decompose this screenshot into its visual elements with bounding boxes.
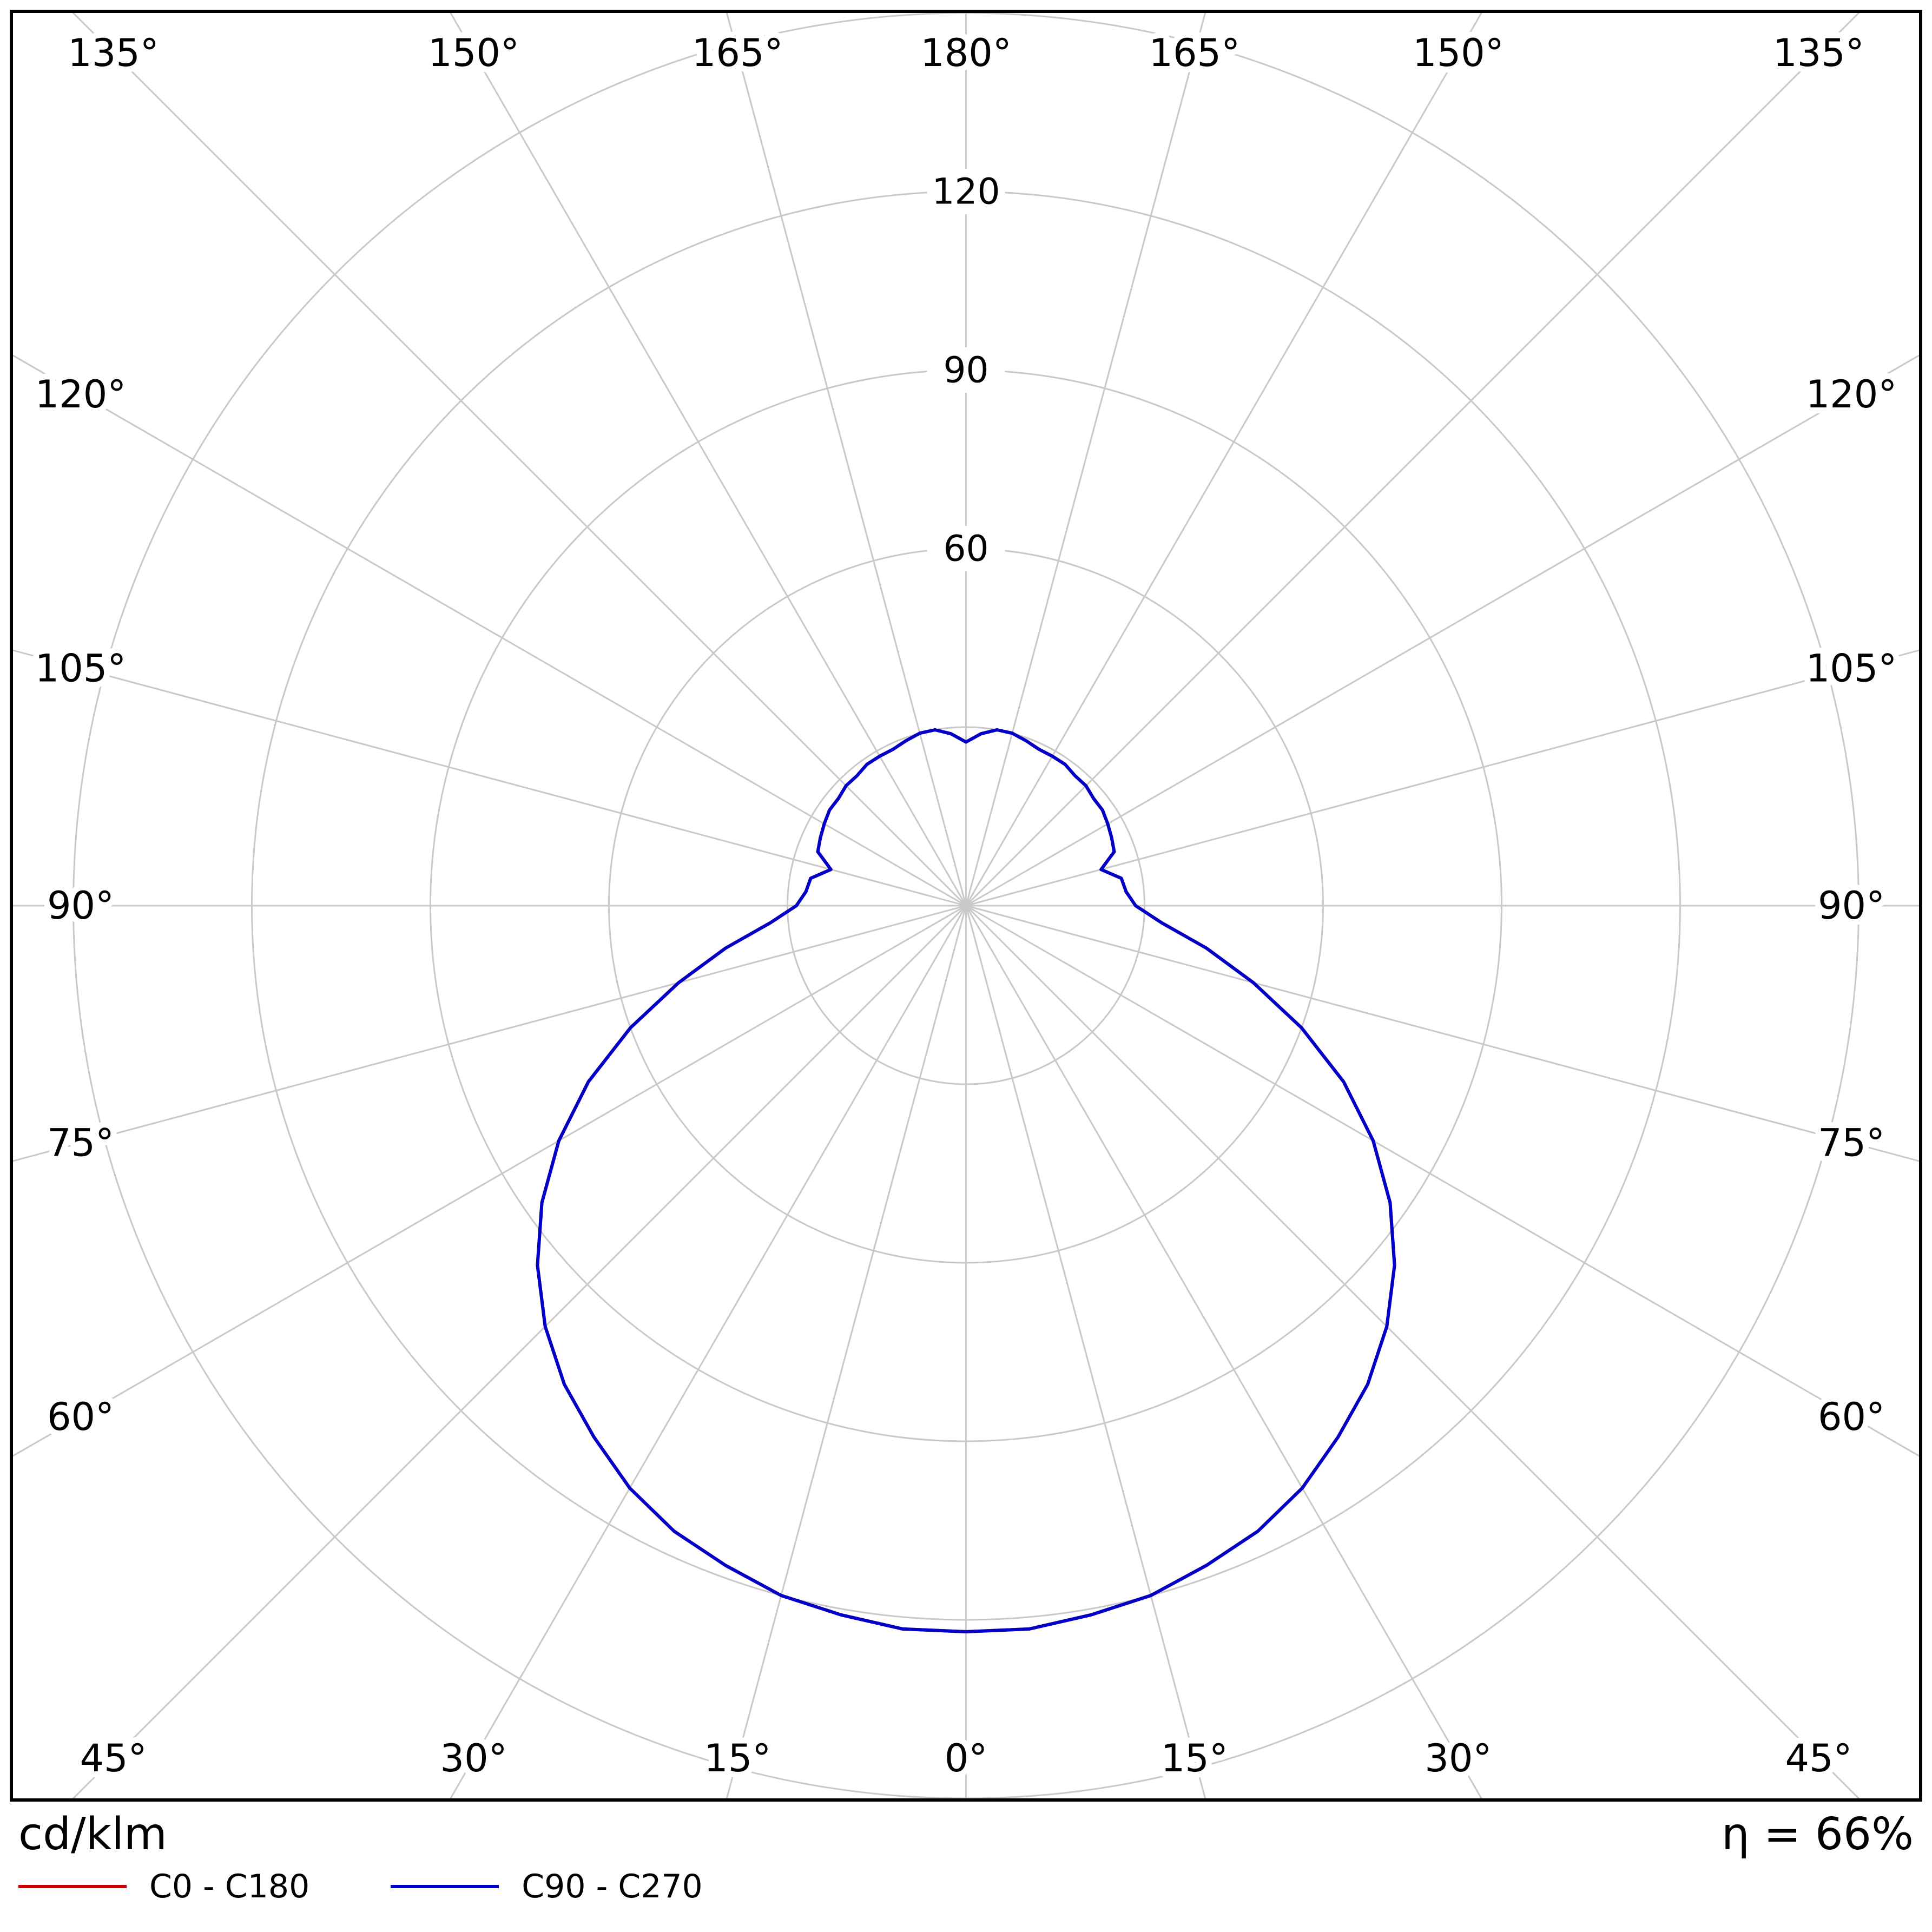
- angle-label: 90°: [47, 883, 114, 928]
- grid-radial-line: [72, 905, 967, 1798]
- grid-radial-line: [13, 649, 966, 907]
- grid-radial-line: [965, 905, 1482, 1798]
- grid-radial-line: [966, 905, 1919, 1162]
- angle-label: 90°: [1818, 883, 1885, 928]
- efficiency-label: η = 66%: [1721, 1809, 1914, 1860]
- legend-line-red: [18, 1885, 127, 1889]
- angle-label: 45°: [80, 1736, 147, 1781]
- chart-frame: 60 90 120 0° 15° 15° 30° 30° 45° 45° 60° 60° 75° 75° 9…: [10, 10, 1922, 1802]
- units-label: cd/klm: [18, 1809, 167, 1860]
- angle-label: 105°: [35, 647, 127, 691]
- grid-radial-line: [13, 354, 967, 907]
- grid-radial-line: [965, 13, 1482, 906]
- angle-label: 150°: [428, 31, 519, 75]
- angle-label: 45°: [1785, 1736, 1852, 1781]
- angle-label: 75°: [1818, 1121, 1885, 1165]
- angle-label: 15°: [1161, 1736, 1228, 1781]
- legend-line-blue: [391, 1885, 499, 1889]
- grid-radial-line: [965, 354, 1919, 907]
- angle-label: 0°: [945, 1736, 988, 1781]
- angle-label: 60°: [47, 1395, 114, 1439]
- grid-radial-line: [726, 13, 967, 906]
- angle-label: 15°: [704, 1736, 771, 1781]
- chart-footer: cd/klm η = 66% C0 - C180 C90 - C270: [18, 1810, 1914, 1905]
- ring-label-mask: [927, 347, 1005, 393]
- grid-radial-line: [72, 13, 967, 907]
- angle-label: 150°: [1413, 31, 1504, 75]
- ring-label: 90: [944, 350, 989, 391]
- grid-radial-line: [965, 13, 1206, 906]
- angle-label: 105°: [1806, 647, 1897, 691]
- angle-label: 165°: [692, 31, 783, 75]
- footer-labels: cd/klm η = 66%: [18, 1810, 1914, 1859]
- ring-label-mask: [927, 169, 1005, 214]
- angle-label: 75°: [47, 1121, 114, 1165]
- grid-radial-line: [965, 905, 1919, 1457]
- polar-chart: 60 90 120 0° 15° 15° 30° 30° 45° 45° 60° 60° 75° 75° 9…: [13, 13, 1919, 1798]
- angle-label: 135°: [68, 31, 159, 75]
- grid-radial-line: [726, 905, 967, 1798]
- ring-label: 60: [944, 528, 989, 570]
- grid-radial-line: [965, 905, 1206, 1798]
- angle-label: 30°: [1425, 1736, 1492, 1781]
- ring-label-mask: [927, 526, 1005, 571]
- angle-label: 60°: [1818, 1395, 1885, 1439]
- grid-radial-line: [450, 13, 967, 906]
- grid-radial-line: [13, 905, 966, 1162]
- angle-label: 135°: [1773, 31, 1864, 75]
- grid-radial-line: [965, 905, 1860, 1798]
- grid-radial-line: [13, 905, 967, 1457]
- angle-label: 180°: [920, 31, 1012, 75]
- angle-label: 30°: [440, 1736, 507, 1781]
- grid-radial-line: [450, 905, 967, 1798]
- angle-label: 120°: [35, 372, 127, 417]
- angle-label: 120°: [1806, 372, 1897, 417]
- ring-label: 120: [932, 171, 1000, 213]
- grid-radial-line: [965, 13, 1860, 907]
- legend-item-c0-c180: C0 - C180: [18, 1868, 309, 1905]
- curve-C90-C270: [536, 728, 1396, 1633]
- legend: C0 - C180 C90 - C270: [18, 1868, 1914, 1905]
- grid-radial-line: [966, 649, 1919, 907]
- legend-label-c0-c180: C0 - C180: [149, 1868, 310, 1906]
- legend-item-c90-c270: C90 - C270: [391, 1868, 703, 1906]
- legend-label-c90-c270: C90 - C270: [522, 1868, 703, 1906]
- angle-label: 165°: [1149, 31, 1240, 75]
